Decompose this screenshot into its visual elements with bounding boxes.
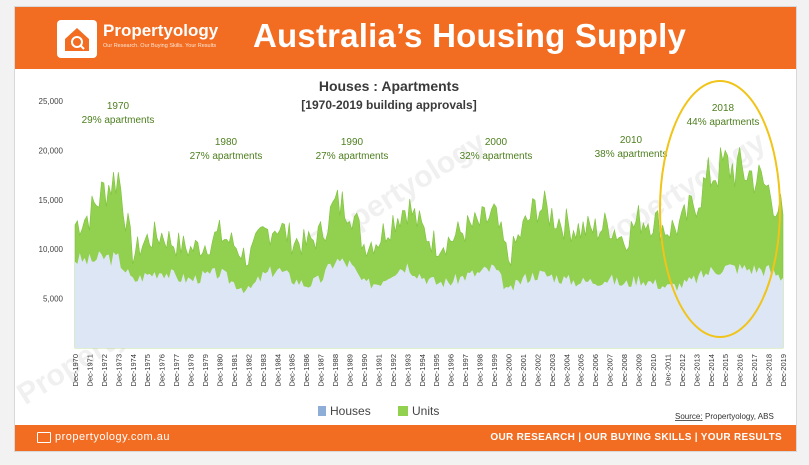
annotation-text: 29% apartments xyxy=(82,115,155,126)
annotation-text: 27% apartments xyxy=(316,151,389,162)
annotation-text: 38% apartments xyxy=(595,149,668,160)
annotation-year: 2010 xyxy=(620,135,643,146)
x-tick-label: Dec-1975 xyxy=(143,354,152,387)
annotation-year: 2000 xyxy=(485,137,508,148)
chart-svg: Houses : Apartments [1970-2019 building a… xyxy=(39,78,788,421)
x-tick-label: Dec-1994 xyxy=(418,354,427,387)
x-tick-label: Dec-2019 xyxy=(779,354,788,387)
chart-title: Houses : Apartments xyxy=(319,78,460,94)
x-tick-label: Dec-2018 xyxy=(765,354,774,387)
x-tick-label: Dec-2005 xyxy=(577,354,586,387)
page-title: Australia’s Housing Supply xyxy=(253,17,687,54)
x-tick-label: Dec-1990 xyxy=(360,354,369,387)
header-banner: Propertyology Our Research. Our Buying S… xyxy=(15,7,796,69)
x-tick-label: Dec-1983 xyxy=(259,354,268,387)
x-tick-label: Dec-1979 xyxy=(201,354,210,387)
x-tick-label: Dec-2014 xyxy=(707,354,716,387)
x-tick-label: Dec-1997 xyxy=(461,354,470,387)
x-tick-label: Dec-1988 xyxy=(331,354,340,387)
annotation-text: 27% apartments xyxy=(190,151,263,162)
x-tick-label: Dec-1991 xyxy=(374,354,383,387)
logo xyxy=(57,20,97,58)
x-tick-label: Dec-2000 xyxy=(504,354,513,387)
annotation-year: 2018 xyxy=(712,103,735,114)
x-tick-label: Dec-1998 xyxy=(476,354,485,387)
x-tick-label: Dec-1982 xyxy=(244,354,253,387)
x-tick-label: Dec-1995 xyxy=(432,354,441,387)
highlight-ellipse xyxy=(659,80,781,338)
x-tick-label: Dec-2009 xyxy=(635,354,644,387)
x-tick-label: Dec-1992 xyxy=(389,354,398,387)
legend-label-units: Units xyxy=(412,404,439,418)
x-tick-label: Dec-2011 xyxy=(663,354,672,386)
infographic: Propertyology Our Research. Our Buying S… xyxy=(11,6,797,452)
x-tick-label: Dec-1974 xyxy=(129,354,138,387)
x-tick-label: Dec-2016 xyxy=(736,354,745,387)
x-tick-label: Dec-2003 xyxy=(548,354,557,387)
brand-name: Propertyology xyxy=(103,21,219,40)
x-tick-label: Dec-2013 xyxy=(692,354,701,387)
x-tick-label: Dec-2007 xyxy=(606,354,615,387)
x-tick-label: Dec-2017 xyxy=(750,354,759,387)
brand-tagline: Our Research. Our Buying Skills. Your Re… xyxy=(103,43,217,49)
x-tick-label: Dec-2004 xyxy=(562,354,571,387)
x-tick-label: Dec-1972 xyxy=(100,354,109,387)
y-tick-label: 5,000 xyxy=(43,295,64,304)
x-tick-label: Dec-1973 xyxy=(114,354,123,387)
y-tick-label: 15,000 xyxy=(39,196,64,205)
annotation-text: 32% apartments xyxy=(460,151,533,162)
x-tick-label: Dec-1977 xyxy=(172,354,181,387)
chart: Houses : Apartments [1970-2019 building a… xyxy=(15,69,796,423)
x-tick-label: Dec-1986 xyxy=(302,354,311,387)
x-tick-label: Dec-2015 xyxy=(721,354,730,387)
x-tick-label: Dec-1999 xyxy=(490,354,499,387)
footer-site[interactable]: propertyology.com.au xyxy=(55,431,170,443)
annotation-year: 1980 xyxy=(215,137,238,148)
x-tick-label: Dec-2012 xyxy=(678,354,687,387)
x-tick-label: Dec-1993 xyxy=(403,354,412,387)
annotation-text: 44% apartments xyxy=(687,117,760,128)
source-text: Propertyology, ABS xyxy=(705,412,774,421)
x-tick-label: Dec-1985 xyxy=(288,354,297,387)
footer-banner: propertyology.com.au OUR RESEARCH | OUR … xyxy=(15,425,796,451)
legend-swatch-units xyxy=(398,406,408,416)
source-label: Source: xyxy=(675,412,703,421)
annotation-year: 1990 xyxy=(341,137,364,148)
annotation-year: 1970 xyxy=(107,101,130,112)
x-tick-label: Dec-2002 xyxy=(533,354,542,387)
houses-area xyxy=(75,251,783,348)
y-tick-label: 10,000 xyxy=(39,245,64,254)
x-tick-label: Dec-1996 xyxy=(447,354,456,387)
x-tick-label: Dec-2008 xyxy=(620,354,629,387)
x-tick-label: Dec-1970 xyxy=(71,354,80,387)
x-tick-label: Dec-2001 xyxy=(519,354,528,387)
x-tick-label: Dec-1976 xyxy=(158,354,167,387)
x-tick-label: Dec-1989 xyxy=(346,354,355,387)
x-tick-label: Dec-1987 xyxy=(317,354,326,387)
x-tick-label: Dec-1981 xyxy=(230,354,239,387)
x-tick-label: Dec-1984 xyxy=(273,354,282,387)
legend-label-houses: Houses xyxy=(330,404,371,418)
x-tick-label: Dec-1971 xyxy=(85,354,94,387)
footer-tagline: OUR RESEARCH | OUR BUYING SKILLS | YOUR … xyxy=(490,432,782,443)
y-tick-label: 25,000 xyxy=(39,97,64,106)
x-tick-label: Dec-1978 xyxy=(187,354,196,387)
legend-swatch-houses xyxy=(318,406,326,416)
x-tick-label: Dec-2006 xyxy=(591,354,600,387)
x-tick-label: Dec-1980 xyxy=(215,354,224,387)
y-tick-label: 20,000 xyxy=(39,146,64,155)
monitor-icon xyxy=(37,432,51,443)
x-tick-label: Dec-2010 xyxy=(649,354,658,387)
house-icon xyxy=(65,28,89,51)
chart-subtitle: [1970-2019 building approvals] xyxy=(301,98,476,112)
